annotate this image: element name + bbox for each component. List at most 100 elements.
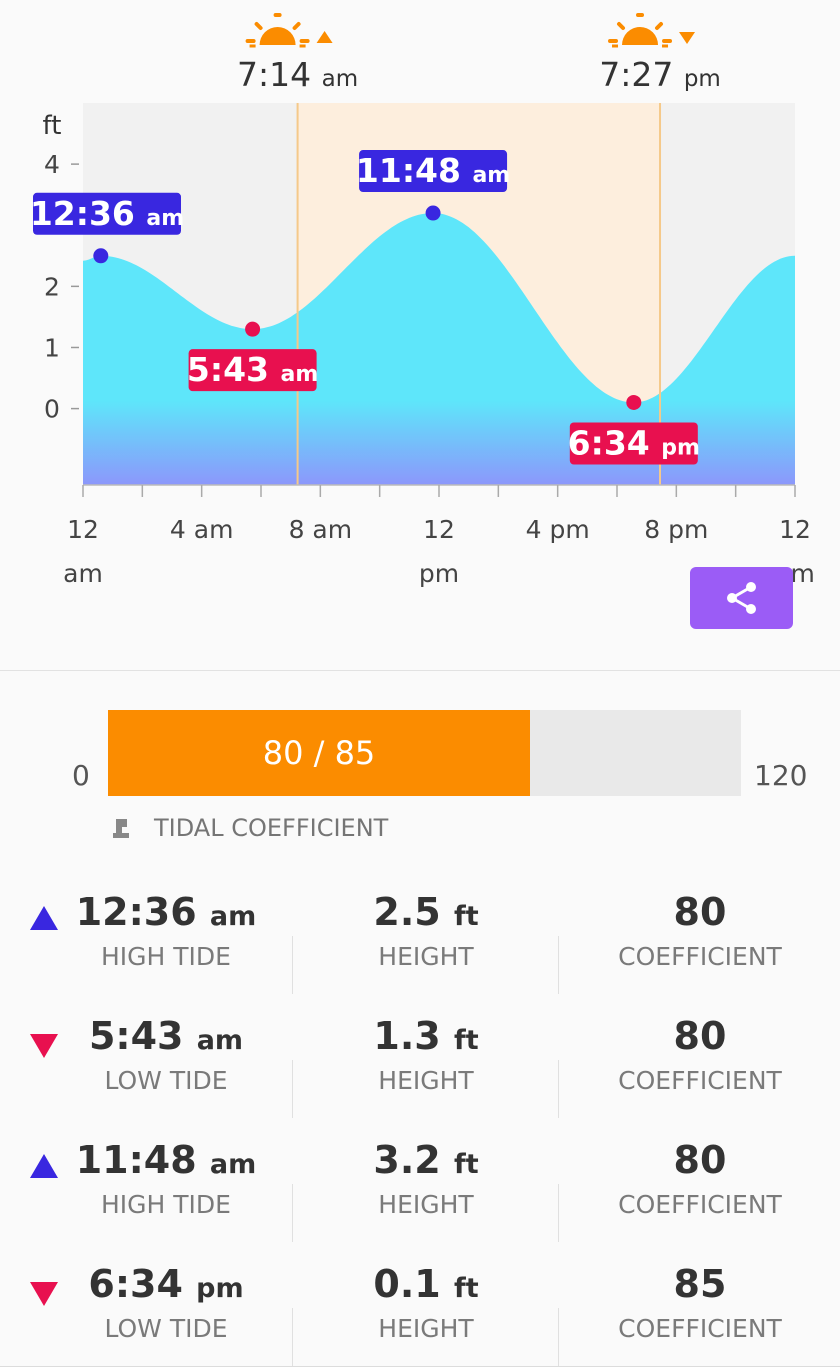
tide-label-time: 11:48 [356, 151, 473, 190]
low-tide-triangle-icon [30, 1034, 58, 1058]
tide-height-label: HEIGHT [378, 1314, 474, 1343]
high-tide-label: 12:36 am [30, 192, 184, 235]
tide-label-suffix: am [472, 163, 510, 188]
tide-row[interactable]: 11:48 am HIGH TIDE 3.2 ft HEIGHT 80 COEF… [0, 1118, 840, 1243]
tide-coefficient-label: COEFFICIENT [618, 1190, 782, 1219]
y-tick-label: 2 [44, 272, 60, 301]
coefficient-max: 120 [754, 759, 808, 792]
tide-row[interactable]: 6:34 pm LOW TIDE 0.1 ft HEIGHT 85 COEFFI… [0, 1242, 840, 1367]
low-tide-label-bg [188, 349, 317, 392]
high-tide-label-bg [359, 150, 508, 193]
low-tide-label: 6:34 pm [568, 422, 700, 465]
share-icon [726, 582, 756, 614]
high-tide-marker [425, 205, 441, 221]
sunset-arrow-icon [679, 32, 696, 44]
tide-coefficient-cell: 85 COEFFICIENT [558, 1262, 840, 1366]
tide-time: 11:48 am [75, 1138, 257, 1182]
high-tide-label-text: 12:36 am [30, 194, 184, 233]
sunset-time: 7:27 pm [599, 55, 721, 94]
tide-time: 12:36 am [75, 890, 257, 934]
high-tide-marker [93, 248, 109, 264]
tide-label-suffix: am [280, 362, 318, 387]
tide-label-time: 5:43 [187, 350, 281, 389]
tide-coefficient: 80 [673, 1138, 727, 1182]
tide-height: 1.3 ft [373, 1014, 479, 1058]
tide-label-time: 6:34 [568, 423, 662, 462]
tidal-coefficient-panel: 0 80 / 85 120 TIDAL COEFFICIENT [0, 670, 840, 872]
coefficient-min: 0 [72, 759, 90, 792]
tide-height-label: HEIGHT [378, 1190, 474, 1219]
coefficient-caption: TIDAL COEFFICIENT [110, 814, 388, 842]
tide-label-time: 12:36 [30, 194, 147, 233]
y-tick-label: 0 [44, 395, 60, 424]
high-tide-label: 11:48 am [356, 150, 510, 193]
tide-coefficient-cell: 80 COEFFICIENT [558, 1014, 840, 1118]
tide-coefficient: 85 [673, 1262, 727, 1306]
x-tick-label: 12 [67, 515, 99, 544]
tide-time: 6:34 pm [88, 1262, 244, 1306]
coefficient-bar-fill [108, 710, 531, 796]
tide-coefficient: 80 [673, 1014, 727, 1058]
y-tick-label: 4 [44, 150, 60, 179]
tide-label-suffix: pm [661, 435, 700, 460]
low-tide-label-text: 5:43 am [187, 350, 318, 389]
tide-height-label: HEIGHT [378, 1066, 474, 1095]
low-tide-label-text: 6:34 pm [568, 423, 700, 462]
tide-height: 2.5 ft [373, 890, 479, 934]
tide-time-cell: 6:34 pm LOW TIDE [40, 1242, 292, 1366]
tide-height-cell: 3.2 ft HEIGHT [292, 1138, 559, 1242]
tide-gauge-icon [113, 819, 129, 838]
tide-type-label: LOW TIDE [104, 1066, 228, 1095]
tide-time-cell: 11:48 am HIGH TIDE [40, 1118, 292, 1242]
tide-height-cell: 0.1 ft HEIGHT [292, 1262, 559, 1366]
low-tide-marker [245, 321, 261, 337]
x-tick-label: 12 [779, 515, 811, 544]
tide-type-label: HIGH TIDE [101, 1190, 231, 1219]
coefficient-label: TIDAL COEFFICIENT [154, 814, 389, 842]
tide-type-label: HIGH TIDE [101, 942, 231, 971]
y-axis-unit: ft [43, 111, 62, 141]
y-tick-label: 1 [44, 333, 60, 362]
tide-height-cell: 1.3 ft HEIGHT [292, 1014, 559, 1118]
x-tick-label: 12 [423, 515, 455, 544]
tide-time-cell: 5:43 am LOW TIDE [40, 994, 292, 1118]
tide-type-label: LOW TIDE [104, 1314, 228, 1343]
tide-time-cell: 12:36 am HIGH TIDE [40, 870, 292, 994]
tide-time: 5:43 am [88, 1014, 244, 1058]
sunset: 7:27 pm [599, 13, 721, 94]
x-tick-label: 4 am [170, 515, 234, 544]
sunrise-arrow-icon [316, 31, 333, 43]
sunset-icon [608, 13, 673, 48]
low-tide-label: 5:43 am [187, 349, 318, 392]
tide-height: 3.2 ft [373, 1138, 479, 1182]
x-tick-label: 8 pm [644, 515, 708, 544]
coefficient-value: 80 / 85 [262, 734, 376, 772]
tide-coefficient-cell: 80 COEFFICIENT [558, 890, 840, 994]
high-tide-triangle-icon [30, 906, 58, 930]
tide-row[interactable]: 5:43 am LOW TIDE 1.3 ft HEIGHT 80 COEFFI… [0, 994, 840, 1119]
high-tide-triangle-icon [30, 1154, 58, 1178]
x-tick-label-line2: pm [419, 559, 459, 588]
tide-height: 0.1 ft [373, 1262, 479, 1306]
tide-height-cell: 2.5 ft HEIGHT [292, 890, 559, 994]
tide-height-label: HEIGHT [378, 942, 474, 971]
low-tide-triangle-icon [30, 1282, 58, 1306]
x-tick-label: 4 pm [526, 515, 590, 544]
x-tick-label: 8 am [289, 515, 353, 544]
coefficient-bar: 80 / 85 [108, 710, 741, 796]
high-tide-label-bg [33, 192, 181, 235]
tide-row[interactable]: 12:36 am HIGH TIDE 2.5 ft HEIGHT 80 COEF… [0, 870, 840, 995]
share-button[interactable] [690, 567, 793, 629]
high-tide-label-text: 11:48 am [356, 151, 510, 190]
low-tide-marker [626, 394, 642, 410]
x-tick-label-line2: am [63, 559, 103, 588]
low-tide-label-bg [569, 422, 698, 465]
sunrise-icon [245, 13, 310, 48]
tide-curve-area [83, 213, 795, 485]
tide-label-suffix: am [146, 206, 184, 231]
tide-coefficient-label: COEFFICIENT [618, 1314, 782, 1343]
sunrise-time: 7:14 am [237, 55, 358, 94]
tide-coefficient-cell: 80 COEFFICIENT [558, 1138, 840, 1242]
sunrise: 7:14 am [237, 13, 358, 94]
